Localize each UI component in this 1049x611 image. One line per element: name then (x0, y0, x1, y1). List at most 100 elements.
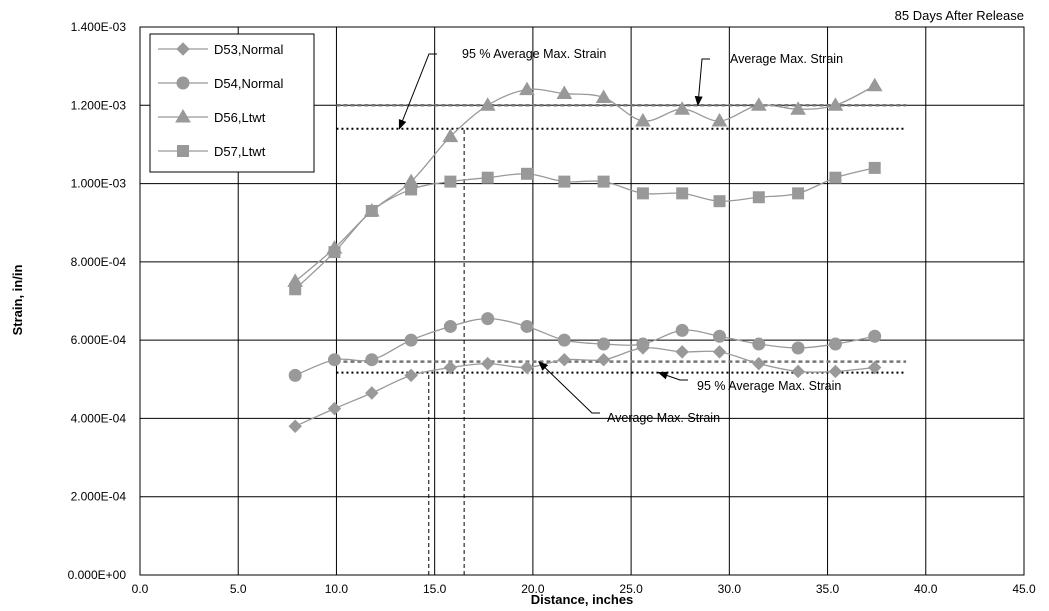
data-point-d54-normal (557, 333, 571, 347)
data-point-d53-normal (327, 401, 342, 416)
data-point-d57-ltwt (829, 171, 842, 184)
y-tick-label: 2.000E-04 (71, 490, 127, 504)
x-tick-label: 40.0 (914, 582, 938, 596)
y-tick-label: 6.000E-04 (71, 333, 127, 347)
data-point-d54-normal (597, 337, 611, 351)
series-line-d56-ltwt (294, 85, 875, 282)
data-point-d57-ltwt (868, 161, 881, 174)
annotation-label: 95 % Average Max. Strain (697, 379, 841, 393)
data-point-d57-ltwt (328, 246, 341, 259)
series-d54-normal (288, 312, 882, 382)
data-point-d56-ltwt (519, 81, 535, 96)
data-point-d57-ltwt (792, 187, 805, 200)
data-series (287, 77, 883, 433)
x-tick-label: 30.0 (718, 582, 742, 596)
data-point-d54-normal (713, 329, 727, 343)
data-point-d56-ltwt (635, 112, 651, 127)
data-point-d56-ltwt (479, 97, 496, 111)
data-point-d53-normal (712, 345, 727, 359)
annotation-label: Average Max. Strain (607, 411, 720, 425)
x-tick-label: 10.0 (325, 582, 349, 596)
legend-label-d57-ltwt: D57,Ltwt (214, 144, 266, 159)
legend-marker-d57-ltwt (177, 145, 189, 157)
data-point-d53-normal (752, 356, 766, 371)
legend-marker-d56-ltwt (175, 109, 191, 123)
legend-marker-d53-normal (176, 42, 190, 56)
y-tick-label: 4.000E-04 (71, 411, 127, 425)
data-point-d53-normal (365, 386, 379, 400)
data-point-d54-normal (365, 353, 379, 367)
data-point-d56-ltwt (750, 97, 767, 111)
data-point-d53-normal (443, 360, 458, 375)
data-point-d53-normal (557, 353, 572, 367)
series-line-d57-ltwt (294, 167, 875, 290)
annotation-label: Average Max. Strain (730, 52, 843, 66)
data-point-d57-ltwt (365, 204, 378, 217)
data-point-d56-ltwt (595, 89, 612, 103)
x-axis-title: Distance, inches (531, 592, 634, 607)
series-d53-normal (288, 341, 882, 433)
data-point-d56-ltwt (556, 85, 573, 100)
x-tick-label: 15.0 (423, 582, 447, 596)
y-tick-label: 1.400E-03 (71, 20, 127, 34)
data-point-d53-normal (867, 360, 882, 375)
data-point-d54-normal (520, 319, 534, 333)
annotation-arrow (657, 371, 688, 381)
data-point-d56-ltwt (790, 101, 806, 115)
data-point-d57-ltwt (752, 191, 765, 204)
data-point-d57-ltwt (558, 175, 571, 188)
data-point-d57-ltwt (405, 183, 418, 196)
annotation-arrow (694, 58, 710, 107)
data-point-d57-ltwt (676, 187, 689, 200)
data-point-d54-normal (828, 337, 842, 351)
data-point-d56-ltwt (442, 128, 459, 143)
x-tick-labels: 0.0 5.0 10.0 15.0 20.0 25.0 30.0 35.0 40.0 45.0 (132, 582, 1036, 596)
data-point-d54-normal (868, 329, 882, 343)
data-point-d53-normal (520, 360, 534, 375)
annotation-arrow (398, 53, 437, 130)
data-point-d54-normal (404, 333, 418, 347)
series-d57-ltwt (289, 161, 881, 296)
x-tick-label: 45.0 (1012, 582, 1036, 596)
legend-label-d54-normal: D54,Normal (214, 76, 283, 91)
data-point-d57-ltwt (444, 175, 457, 188)
annotations: 95 % Average Max. Strain Average Max. Str… (398, 47, 843, 425)
data-point-d57-ltwt (481, 171, 494, 184)
annotation-arrow (538, 360, 600, 414)
data-point-d54-normal (327, 353, 341, 367)
data-point-d54-normal (675, 323, 689, 337)
data-point-d57-ltwt (520, 167, 533, 180)
data-point-d54-normal (636, 337, 650, 351)
data-point-d57-ltwt (713, 195, 726, 208)
data-point-d57-ltwt (636, 187, 649, 200)
data-point-d54-normal (791, 341, 805, 355)
y-tick-label: 8.000E-04 (71, 255, 127, 269)
data-point-d54-normal (481, 312, 495, 326)
data-point-d57-ltwt (597, 175, 610, 188)
legend-label-d53-normal: D53,Normal (214, 42, 283, 57)
y-axis-title: Strain, in/in (10, 265, 25, 336)
y-tick-label: 1.200E-03 (71, 98, 127, 112)
legend: D53,Normal D54,Normal D56,Ltwt D57,Ltwt (149, 33, 315, 173)
y-tick-labels: 0.000E+00 2.000E-04 4.000E-04 6.000E-04 8.00… (68, 20, 127, 582)
x-tick-label: 0.0 (132, 582, 149, 596)
data-point-d56-ltwt (866, 77, 883, 92)
data-point-d57-ltwt (289, 283, 302, 296)
x-tick-label: 25.0 (619, 582, 643, 596)
x-tick-label: 20.0 (521, 582, 545, 596)
data-point-d54-normal (752, 337, 766, 351)
data-point-d53-normal (596, 353, 611, 367)
y-tick-label: 0.000E+00 (68, 568, 127, 582)
data-point-d53-normal (791, 364, 805, 379)
data-point-d56-ltwt (827, 97, 844, 111)
x-tick-label: 35.0 (816, 582, 840, 596)
data-point-d53-normal (480, 356, 495, 371)
reference-lines (336, 104, 907, 575)
data-point-d54-normal (288, 368, 302, 382)
data-point-d53-normal (675, 345, 689, 359)
data-point-d54-normal (443, 319, 457, 333)
legend-marker-d54-normal (176, 76, 190, 90)
y-tick-label: 1.000E-03 (71, 177, 127, 191)
x-tick-label: 5.0 (230, 582, 247, 596)
